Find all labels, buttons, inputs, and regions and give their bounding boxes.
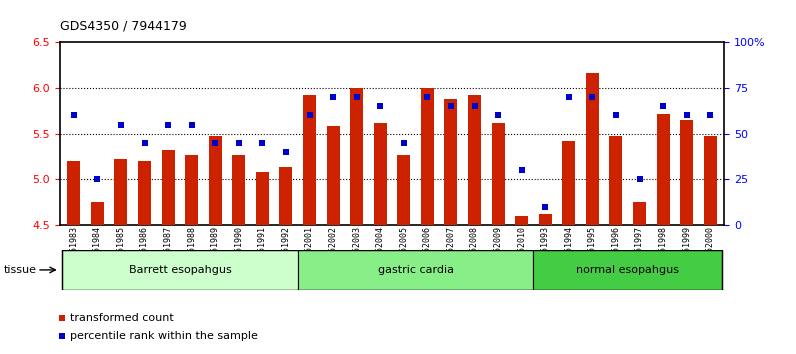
Bar bbox=[185, 155, 198, 225]
Bar bbox=[68, 161, 80, 225]
Bar bbox=[610, 136, 622, 225]
Bar bbox=[232, 155, 245, 225]
Bar bbox=[298, 250, 533, 290]
Bar bbox=[421, 88, 434, 225]
Text: gastric cardia: gastric cardia bbox=[377, 265, 454, 275]
Text: Barrett esopahgus: Barrett esopahgus bbox=[128, 265, 232, 275]
Text: tissue: tissue bbox=[4, 265, 37, 275]
Bar bbox=[256, 172, 269, 225]
Bar bbox=[397, 155, 410, 225]
Text: transformed count: transformed count bbox=[70, 313, 174, 323]
Bar bbox=[303, 95, 316, 225]
Bar bbox=[115, 159, 127, 225]
Bar bbox=[562, 141, 576, 225]
Bar bbox=[326, 126, 340, 225]
Bar bbox=[62, 250, 298, 290]
Bar bbox=[91, 202, 104, 225]
Text: GDS4350 / 7944179: GDS4350 / 7944179 bbox=[60, 19, 186, 33]
Bar bbox=[704, 136, 716, 225]
Bar bbox=[374, 123, 387, 225]
Bar bbox=[350, 88, 363, 225]
Bar bbox=[209, 136, 222, 225]
Text: percentile rank within the sample: percentile rank within the sample bbox=[70, 331, 258, 341]
Bar bbox=[515, 216, 528, 225]
Bar bbox=[279, 167, 292, 225]
Bar bbox=[586, 73, 599, 225]
Bar bbox=[633, 202, 646, 225]
Text: normal esopahgus: normal esopahgus bbox=[576, 265, 679, 275]
Bar bbox=[492, 123, 505, 225]
Bar bbox=[162, 150, 174, 225]
Bar bbox=[444, 99, 458, 225]
Bar bbox=[533, 250, 722, 290]
Bar bbox=[468, 95, 481, 225]
Bar bbox=[138, 161, 151, 225]
Bar bbox=[539, 214, 552, 225]
Bar bbox=[657, 114, 669, 225]
Bar bbox=[680, 120, 693, 225]
